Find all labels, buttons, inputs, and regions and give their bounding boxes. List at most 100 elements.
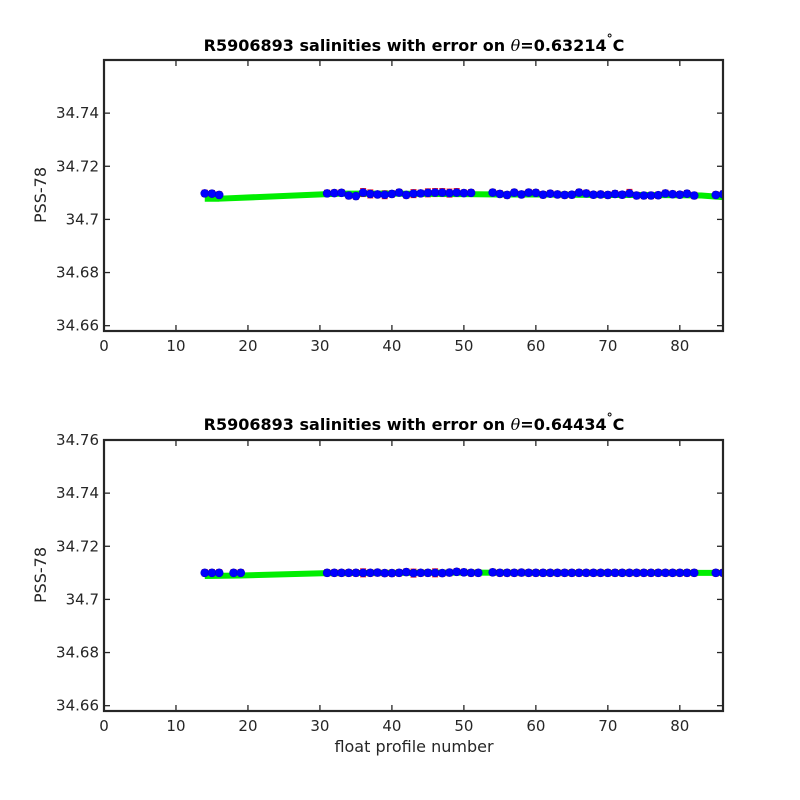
data-point (574, 188, 584, 197)
data-point (545, 568, 555, 578)
data-point (574, 568, 584, 578)
data-point (589, 190, 598, 200)
data-point (322, 568, 332, 578)
data-point (236, 568, 246, 578)
y-tick-label: 34.7 (66, 590, 99, 608)
x-tick-label: 10 (166, 717, 185, 735)
y-tick-label: 34.72 (56, 157, 99, 175)
data-point (380, 190, 390, 200)
data-point (517, 190, 526, 199)
data-point (337, 568, 346, 578)
plot-area (200, 567, 723, 580)
data-point (409, 568, 418, 578)
y-tick-label: 34.7 (66, 210, 99, 228)
data-point (603, 568, 613, 578)
y-tick-label: 34.72 (56, 537, 99, 555)
y-tick-label: 34.74 (56, 484, 99, 502)
data-point (358, 188, 368, 197)
x-tick-label: 60 (526, 337, 545, 355)
y-tick-label: 34.68 (56, 644, 99, 662)
data-point (330, 568, 339, 578)
plot-frame (102, 58, 725, 333)
data-point (495, 568, 505, 578)
data-point (689, 191, 699, 200)
data-point (358, 568, 368, 578)
data-point (488, 568, 497, 577)
x-tick-label: 10 (166, 337, 185, 355)
data-point (545, 189, 555, 198)
data-point (437, 568, 447, 578)
data-point (632, 568, 641, 578)
axes: 0 10 20 30 40 50 60 70 80 34.66 34.68 34.7 34.72 34.7… (56, 58, 725, 355)
data-point (553, 568, 562, 578)
data-point (373, 190, 382, 199)
data-point (639, 191, 649, 200)
data-point (366, 189, 375, 199)
data-point (639, 568, 649, 578)
data-point (495, 189, 505, 199)
data-point (409, 189, 418, 198)
panel-top-salinity: R5906893 salinities with error on θ=0.63… (31, 32, 725, 355)
data-point (322, 189, 332, 198)
data-point (682, 568, 692, 578)
x-tick-label: 0 (99, 717, 109, 735)
data-point (430, 188, 440, 197)
data-point (668, 189, 677, 199)
data-point (653, 568, 663, 578)
x-tick-label: 80 (670, 717, 689, 735)
data-point (502, 190, 512, 200)
data-point (402, 190, 411, 200)
data-point (517, 568, 526, 577)
panel-bottom-salinity: R5906893 salinities with error on θ=0.64… (31, 411, 725, 756)
data-point (207, 568, 217, 578)
data-point (394, 568, 404, 578)
x-tick-label: 0 (99, 337, 109, 355)
data-point (625, 189, 634, 198)
data-point (214, 190, 224, 200)
data-point (617, 190, 627, 200)
data-point (351, 191, 361, 201)
data-point (531, 188, 541, 198)
data-point (445, 188, 454, 198)
data-point (596, 190, 605, 199)
data-point (560, 190, 569, 200)
data-point (373, 568, 382, 577)
data-point (617, 568, 627, 578)
data-point (430, 568, 440, 578)
data-point (229, 568, 238, 578)
data-point (351, 568, 361, 578)
data-point (538, 190, 548, 200)
data-point (337, 188, 346, 198)
data-point (423, 188, 433, 198)
data-point (581, 189, 591, 198)
data-point (711, 568, 721, 578)
chart-title: R5906893 salinities with error on θ=0.63… (204, 32, 625, 55)
data-point (509, 568, 519, 578)
data-point (581, 568, 591, 578)
axes: 0 10 20 30 40 50 60 70 80 34.66 34.68 34.7 34.72 34.7… (56, 431, 725, 735)
data-point (502, 568, 512, 578)
x-tick-label: 40 (382, 717, 401, 735)
data-point (596, 568, 605, 578)
data-point (459, 188, 469, 198)
data-point (524, 568, 533, 578)
data-point (560, 568, 569, 578)
data-point (661, 568, 670, 578)
x-tick-label: 30 (310, 717, 329, 735)
data-point (661, 189, 670, 198)
data-point (509, 188, 519, 197)
y-tick-label: 34.66 (56, 697, 99, 715)
y-axis-label: PSS-78 (31, 167, 50, 223)
data-point (589, 568, 598, 578)
data-point (402, 567, 411, 577)
data-point (603, 190, 613, 200)
data-point (207, 189, 217, 198)
data-point (366, 568, 375, 578)
x-tick-label: 50 (454, 337, 473, 355)
data-point (538, 568, 548, 578)
y-tick-label: 34.68 (56, 264, 99, 282)
data-point (437, 188, 447, 197)
y-tick-label: 34.76 (56, 431, 99, 449)
y-tick-label: 34.74 (56, 104, 99, 122)
data-point (653, 190, 663, 200)
